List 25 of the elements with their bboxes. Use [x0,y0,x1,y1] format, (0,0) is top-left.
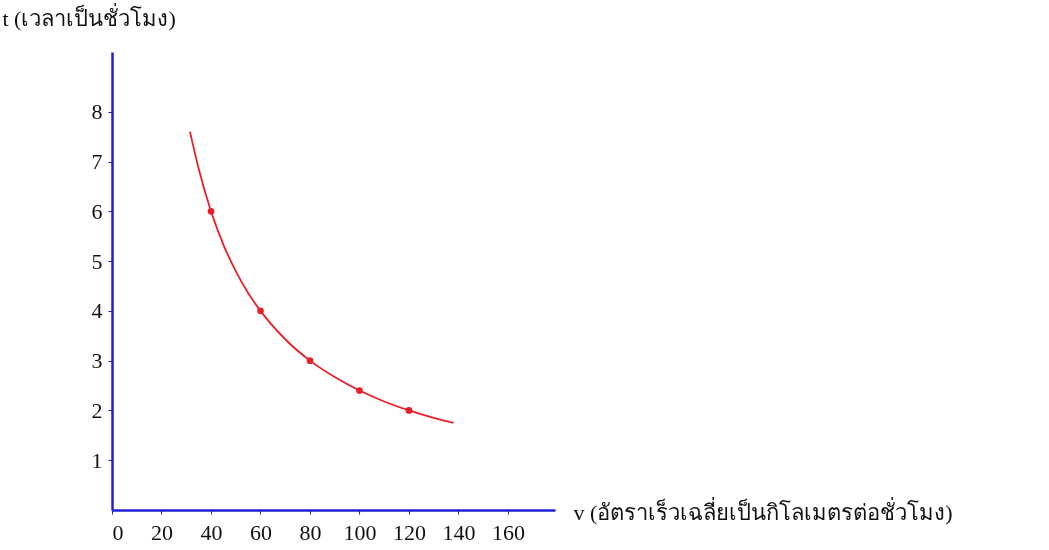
y-tick-label: 2 [91,397,103,423]
x-tick-label: 0 [112,519,124,545]
x-tick-label: 80 [299,519,322,545]
point [306,357,314,364]
y-tick-label: 8 [91,99,103,125]
y-tick-label: 3 [91,348,103,374]
y-tick-label: 1 [91,447,103,473]
point [405,407,413,414]
point [356,387,363,394]
x-tick-label: 140 [442,519,476,545]
y-tick-label: 4 [91,298,103,324]
y-tick-label: 6 [91,198,103,224]
x-axis-title: v (อัตราเร็วเฉลี่ยเป็นกิโลเมตรต่อชั่วโมง) [573,496,953,525]
line-series [189,130,455,424]
x-tick-label: 20 [151,519,173,545]
y-tick-label: 5 [91,248,103,274]
x-tick-label: 40 [200,519,223,545]
x-tick-label: 100 [343,519,377,545]
x-tick-label: 160 [491,519,525,545]
x-tick-label: 120 [392,519,426,545]
y-tick-label: 7 [91,149,103,175]
x-tick-label: 60 [249,519,272,545]
y-axis-title: t (เวลาเป็นชั่วโมง) [2,2,176,31]
point [207,207,215,215]
point [257,307,264,315]
